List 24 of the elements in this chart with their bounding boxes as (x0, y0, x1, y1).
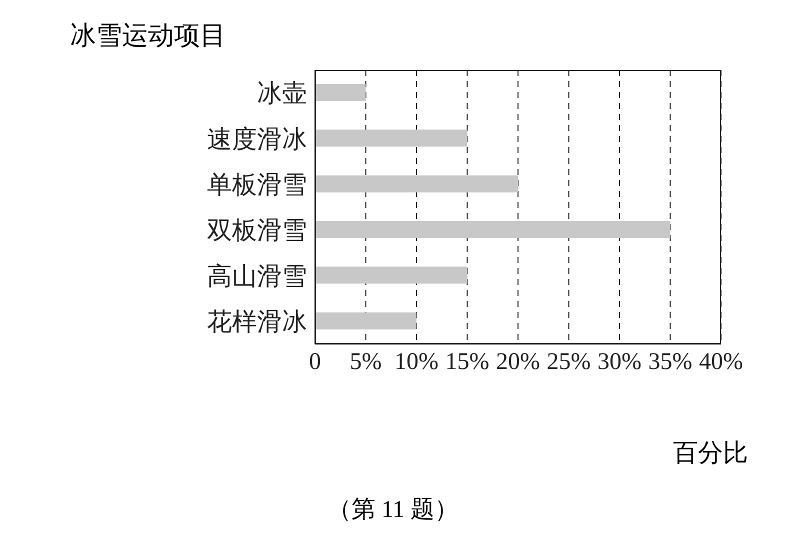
bar (315, 312, 416, 330)
x-tick-label: 30% (598, 349, 642, 376)
x-tick-label: 10% (394, 349, 438, 376)
y-tick-label: 高山滑雪 (207, 262, 307, 290)
x-tick-label: 5% (350, 349, 382, 376)
y-tick-label: 单板滑雪 (207, 172, 307, 200)
y-tick-label: 双板滑雪 (207, 218, 307, 245)
x-tick-label: 35% (648, 349, 692, 376)
x-tick-label: 40% (699, 349, 743, 376)
x-tick-label: 15% (445, 349, 490, 376)
y-axis-title: 冰雪运动项目 (70, 20, 226, 52)
y-tick-label: 冰壶 (257, 80, 307, 108)
x-tick-label: 0 (309, 349, 321, 376)
bar (315, 266, 468, 284)
y-tick-label: 速度滑冰 (207, 125, 307, 154)
bar (315, 130, 468, 147)
x-tick-label: 20% (496, 349, 540, 376)
x-tick-label: 25% (546, 349, 591, 376)
y-tick-label: 花样滑冰 (207, 309, 307, 336)
x-axis-title: 百分比 (673, 439, 748, 469)
text: （第 11 题） (326, 496, 460, 525)
bar (315, 84, 366, 101)
bar (315, 175, 518, 192)
bar (315, 221, 670, 238)
